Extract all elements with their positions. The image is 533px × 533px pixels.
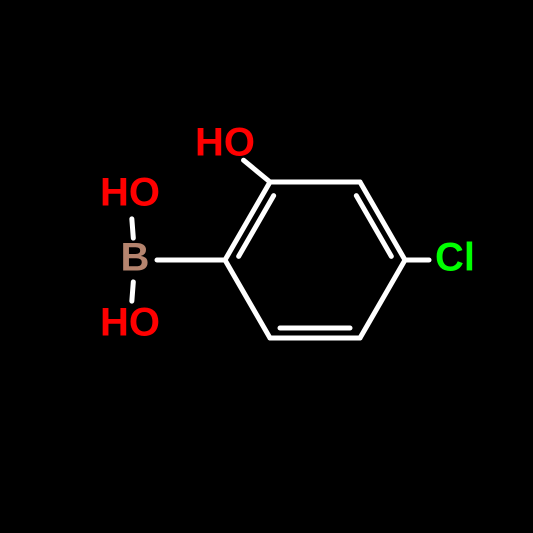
atom-b: B [121,236,150,280]
atom-o2: HO [195,121,255,165]
atom-oh2: HO [100,301,160,345]
atom-oh1: HO [100,171,160,215]
atom-cl: Cl [435,236,475,280]
molecule-diagram: HO B HO HO Cl [0,0,533,533]
bond [132,282,133,301]
